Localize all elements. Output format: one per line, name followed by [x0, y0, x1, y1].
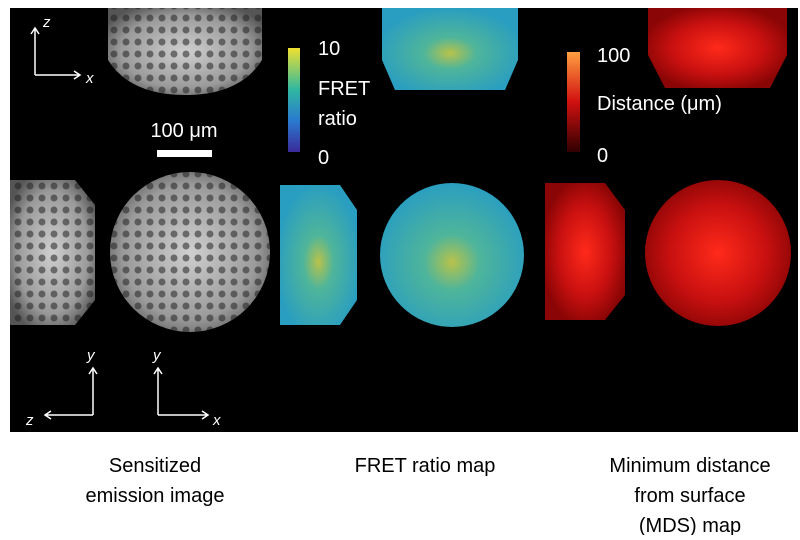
caption: Minimum distance	[609, 455, 770, 477]
axis-label: z	[42, 14, 51, 31]
scale-bar-label: 100 μm	[150, 120, 217, 142]
colorbar-min: 0	[597, 145, 608, 167]
colorbar-label: ratio	[318, 108, 357, 130]
colorbar	[288, 48, 300, 152]
axis-label: z	[25, 412, 34, 429]
colorbar-label: FRET	[318, 78, 370, 100]
caption: FRET ratio map	[355, 455, 496, 477]
axis-label: x	[212, 412, 221, 429]
caption: emission image	[86, 485, 225, 507]
caption: Sensitized	[109, 455, 201, 477]
colorbar-max: 100	[597, 45, 630, 67]
colorbar-max: 10	[318, 38, 340, 60]
colorbar-min: 0	[318, 147, 329, 169]
axis-label: x	[85, 70, 94, 87]
caption: from surface	[634, 485, 745, 507]
colorbar	[567, 52, 580, 152]
scale-bar	[157, 150, 212, 157]
figure: z x y z y x 100 μm 10 FRET ratio 0 100 D…	[0, 0, 800, 535]
colorbar-label: Distance (μm)	[597, 93, 722, 115]
caption: (MDS) map	[639, 515, 741, 535]
